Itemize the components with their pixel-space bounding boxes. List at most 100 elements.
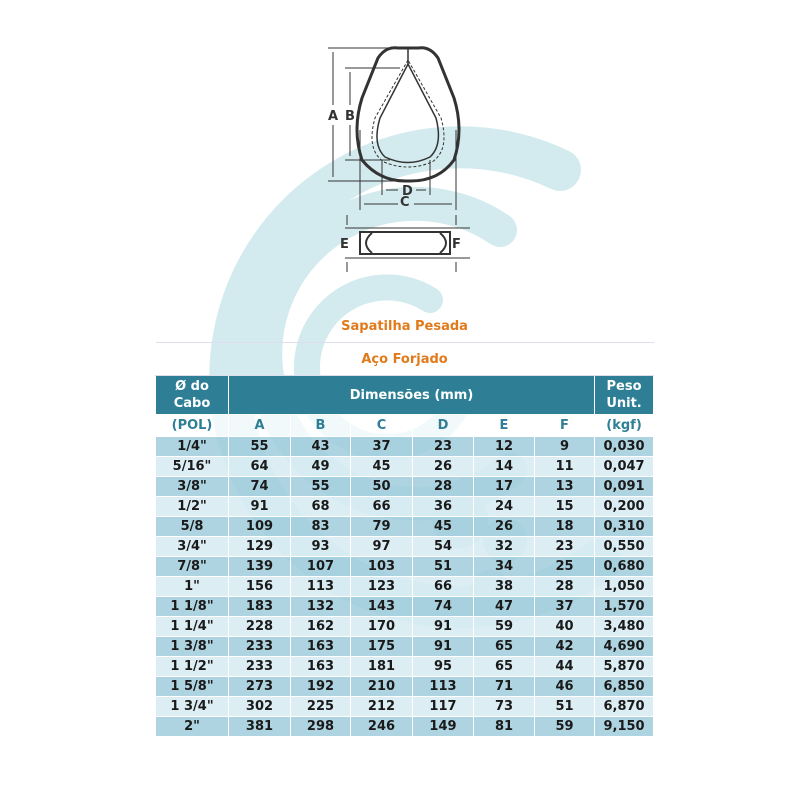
table-cell: 40 <box>534 616 595 637</box>
table-cell: 1 1/8" <box>155 596 229 617</box>
subheader-row: (POL) A B C D E F (kgf) <box>155 414 655 437</box>
specs-table: Sapatilha Pesada Aço Forjado Ø do Cabo Di… <box>155 310 655 737</box>
table-row: 5/16" 64 49 45 26 14 11 0,047 <box>155 456 655 477</box>
label-b: B <box>345 109 355 124</box>
table-cell: 81 <box>473 716 535 737</box>
table-row: 5/8 109 83 79 45 26 18 0,310 <box>155 516 655 537</box>
label-c: C <box>400 195 410 210</box>
label-f: F <box>452 237 461 252</box>
table-cell: 298 <box>290 716 351 737</box>
table-cell: 3,480 <box>593 616 655 637</box>
table-cell: 163 <box>290 636 351 657</box>
table-cell: 37 <box>350 436 413 457</box>
table-cell: 132 <box>290 596 351 617</box>
table-cell: 175 <box>350 636 413 657</box>
table-cell: 54 <box>412 536 474 557</box>
subheader-cell: B <box>290 414 351 437</box>
table-cell: 113 <box>412 676 474 697</box>
table-cell: 117 <box>412 696 474 717</box>
table-cell: 91 <box>412 616 474 637</box>
table-cell: 55 <box>228 436 291 457</box>
table-cell: 183 <box>228 596 291 617</box>
table-cell: 73 <box>473 696 535 717</box>
table-cell: 65 <box>473 656 535 677</box>
table-cell: 225 <box>290 696 351 717</box>
table-cell: 5,870 <box>593 656 655 677</box>
subheader-cell: F <box>534 414 595 437</box>
table-cell: 12 <box>473 436 535 457</box>
table-cell: 1 3/8" <box>155 636 229 657</box>
table-cell: 68 <box>290 496 351 517</box>
table-cell: 37 <box>534 596 595 617</box>
table-row: 1" 156 113 123 66 38 28 1,050 <box>155 576 655 597</box>
table-cell: 18 <box>534 516 595 537</box>
table-cell: 28 <box>412 476 474 497</box>
table-cell: 9,150 <box>593 716 655 737</box>
table-cell: 5/8 <box>155 516 229 537</box>
table-cell: 210 <box>350 676 413 697</box>
table-cell: 51 <box>412 556 474 577</box>
table-cell: 381 <box>228 716 291 737</box>
table-cell: 246 <box>350 716 413 737</box>
table-cell: 44 <box>534 656 595 677</box>
label-a: A <box>328 109 338 124</box>
subheader-cell: A <box>228 414 291 437</box>
table-cell: 24 <box>473 496 535 517</box>
table-row: 1 3/8" 233 163 175 91 65 42 4,690 <box>155 636 655 657</box>
table-cell: 6,870 <box>593 696 655 717</box>
header-cable: Ø do Cabo <box>155 375 229 415</box>
subheader-cell: E <box>473 414 535 437</box>
table-row: 1 1/8" 183 132 143 74 47 37 1,570 <box>155 596 655 617</box>
table-cell: 93 <box>290 536 351 557</box>
table-cell: 45 <box>412 516 474 537</box>
table-cell: 97 <box>350 536 413 557</box>
table-cell: 233 <box>228 656 291 677</box>
thimble-diagram: A B C D E F <box>328 46 470 272</box>
table-cell: 181 <box>350 656 413 677</box>
table-cell: 170 <box>350 616 413 637</box>
table-cell: 163 <box>290 656 351 677</box>
table-cell: 49 <box>290 456 351 477</box>
table-cell: 143 <box>350 596 413 617</box>
table-cell: 113 <box>290 576 351 597</box>
subheader-cell: C <box>350 414 413 437</box>
table-cell: 107 <box>290 556 351 577</box>
table-cell: 95 <box>412 656 474 677</box>
table-cell: 9 <box>534 436 595 457</box>
table-cell: 4,690 <box>593 636 655 657</box>
table-row: 7/8" 139 107 103 51 34 25 0,680 <box>155 556 655 577</box>
table-cell: 14 <box>473 456 535 477</box>
table-cell: 47 <box>473 596 535 617</box>
table-cell: 1 3/4" <box>155 696 229 717</box>
table-cell: 13 <box>534 476 595 497</box>
table-row: 1 1/2" 233 163 181 95 65 44 5,870 <box>155 656 655 677</box>
table-cell: 50 <box>350 476 413 497</box>
table-cell: 64 <box>228 456 291 477</box>
table-cell: 228 <box>228 616 291 637</box>
table-row: 3/4" 129 93 97 54 32 23 0,550 <box>155 536 655 557</box>
table-cell: 28 <box>534 576 595 597</box>
table-cell: 0,030 <box>593 436 655 457</box>
table-cell: 17 <box>473 476 535 497</box>
table-cell: 23 <box>412 436 474 457</box>
table-cell: 103 <box>350 556 413 577</box>
table-row: 1 1/4" 228 162 170 91 59 40 3,480 <box>155 616 655 637</box>
table-cell: 1" <box>155 576 229 597</box>
table-cell: 0,091 <box>593 476 655 497</box>
table-cell: 212 <box>350 696 413 717</box>
table-cell: 66 <box>350 496 413 517</box>
table-cell: 11 <box>534 456 595 477</box>
table-title: Sapatilha Pesada <box>155 310 654 343</box>
table-cell: 32 <box>473 536 535 557</box>
table-cell: 91 <box>412 636 474 657</box>
table-cell: 79 <box>350 516 413 537</box>
table-cell: 66 <box>412 576 474 597</box>
table-row: 1/2" 91 68 66 36 24 15 0,200 <box>155 496 655 517</box>
table-cell: 1,570 <box>593 596 655 617</box>
table-cell: 25 <box>534 556 595 577</box>
table-cell: 34 <box>473 556 535 577</box>
table-cell: 36 <box>412 496 474 517</box>
table-row: 1 5/8" 273 192 210 113 71 46 6,850 <box>155 676 655 697</box>
table-cell: 1/2" <box>155 496 229 517</box>
table-row: 3/8" 74 55 50 28 17 13 0,091 <box>155 476 655 497</box>
